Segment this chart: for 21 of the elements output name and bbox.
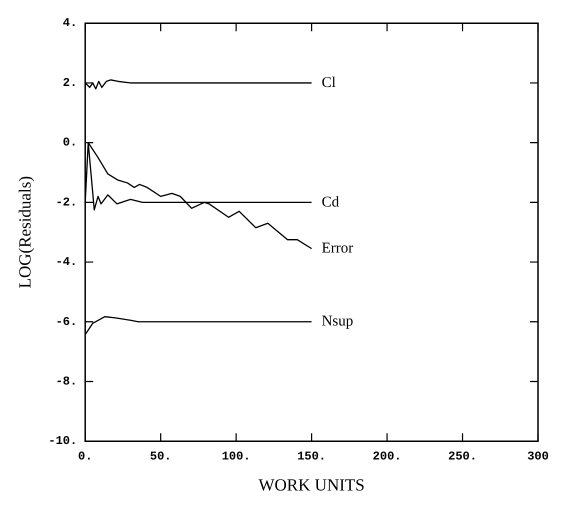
y-tick-label: 4. [62,16,78,30]
x-tick-label: 300 [527,449,549,464]
y-tick-label: -8. [56,374,78,388]
x-tick-label: 200. [372,449,402,464]
series-label: Cd [322,194,340,210]
x-tick-label: 0. [78,449,92,464]
x-tick-label: 250. [448,449,477,464]
y-axis-title: LOG(Residuals) [16,176,35,288]
y-tick-label: -4. [56,255,78,270]
x-tick-label: 50. [150,449,172,464]
series-label: Cl [322,74,336,91]
y-tick-label: 0. [62,136,78,150]
y-tick-label: 2. [62,76,78,90]
x-tick-label: 100. [222,449,251,464]
series-label: Nsup [322,314,354,330]
x-tick-label: 150. [297,449,326,464]
y-tick-label: -10. [48,434,78,448]
series-label: Error [322,240,354,257]
x-axis-title: WORK UNITS [258,475,365,494]
y-tick-label: -6. [56,314,78,329]
y-tick-label: -2. [56,195,78,210]
